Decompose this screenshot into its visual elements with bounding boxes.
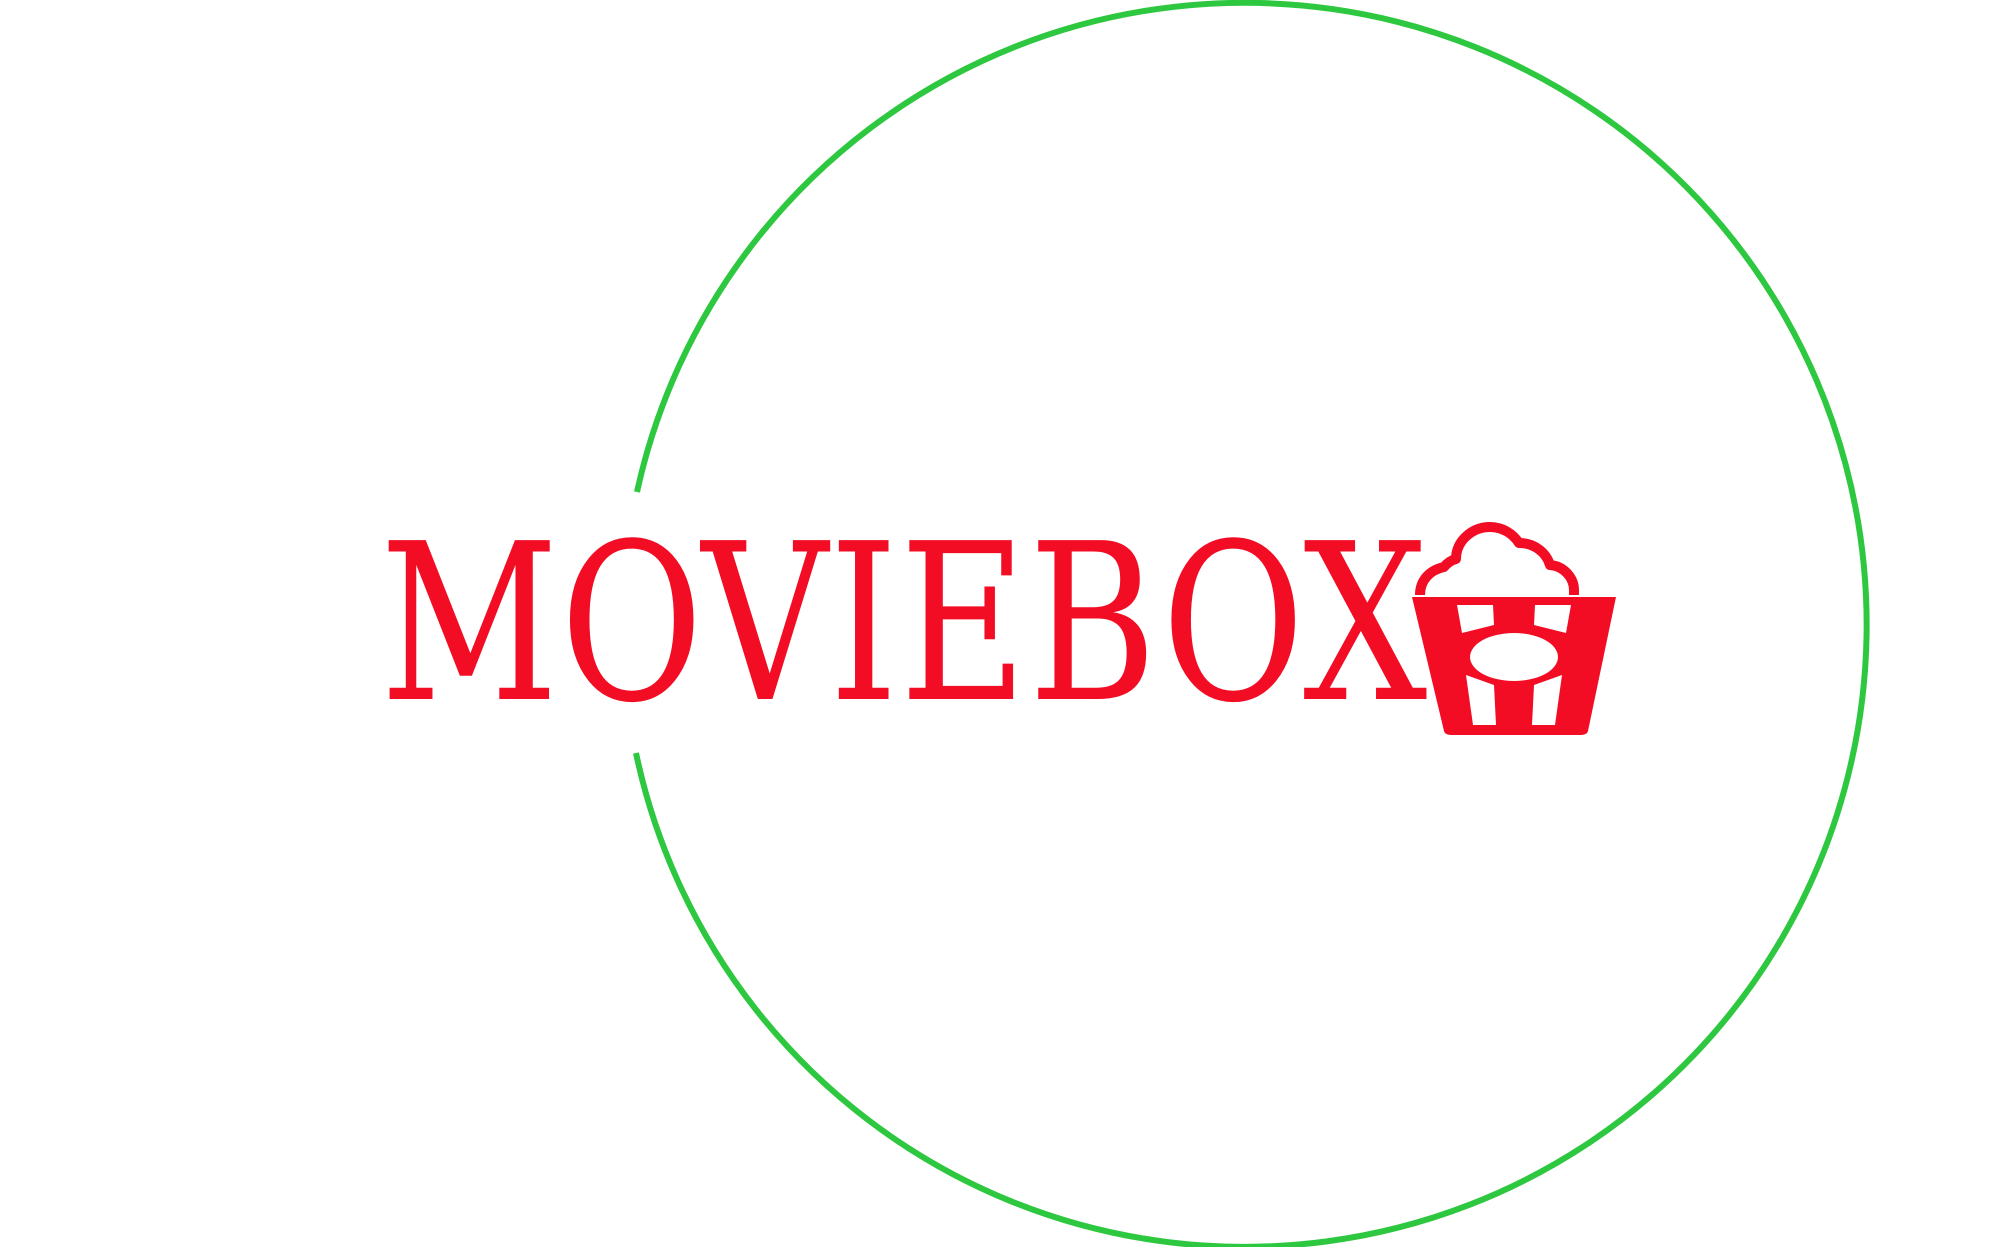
brand-wordmark: MOVIEBOX — [380, 498, 1429, 751]
circle-arc — [633, 0, 1870, 1247]
bucket-stripe-left-top — [1457, 605, 1494, 633]
bucket-stripe-left-bottom — [1466, 675, 1496, 725]
popcorn-cloud-outline — [1415, 522, 1579, 596]
popcorn-bucket-icon — [1412, 522, 1616, 735]
bucket-stripe-right-bottom — [1532, 675, 1562, 725]
bucket-stripe-right-top — [1534, 605, 1571, 633]
bucket-center-oval — [1470, 633, 1558, 681]
